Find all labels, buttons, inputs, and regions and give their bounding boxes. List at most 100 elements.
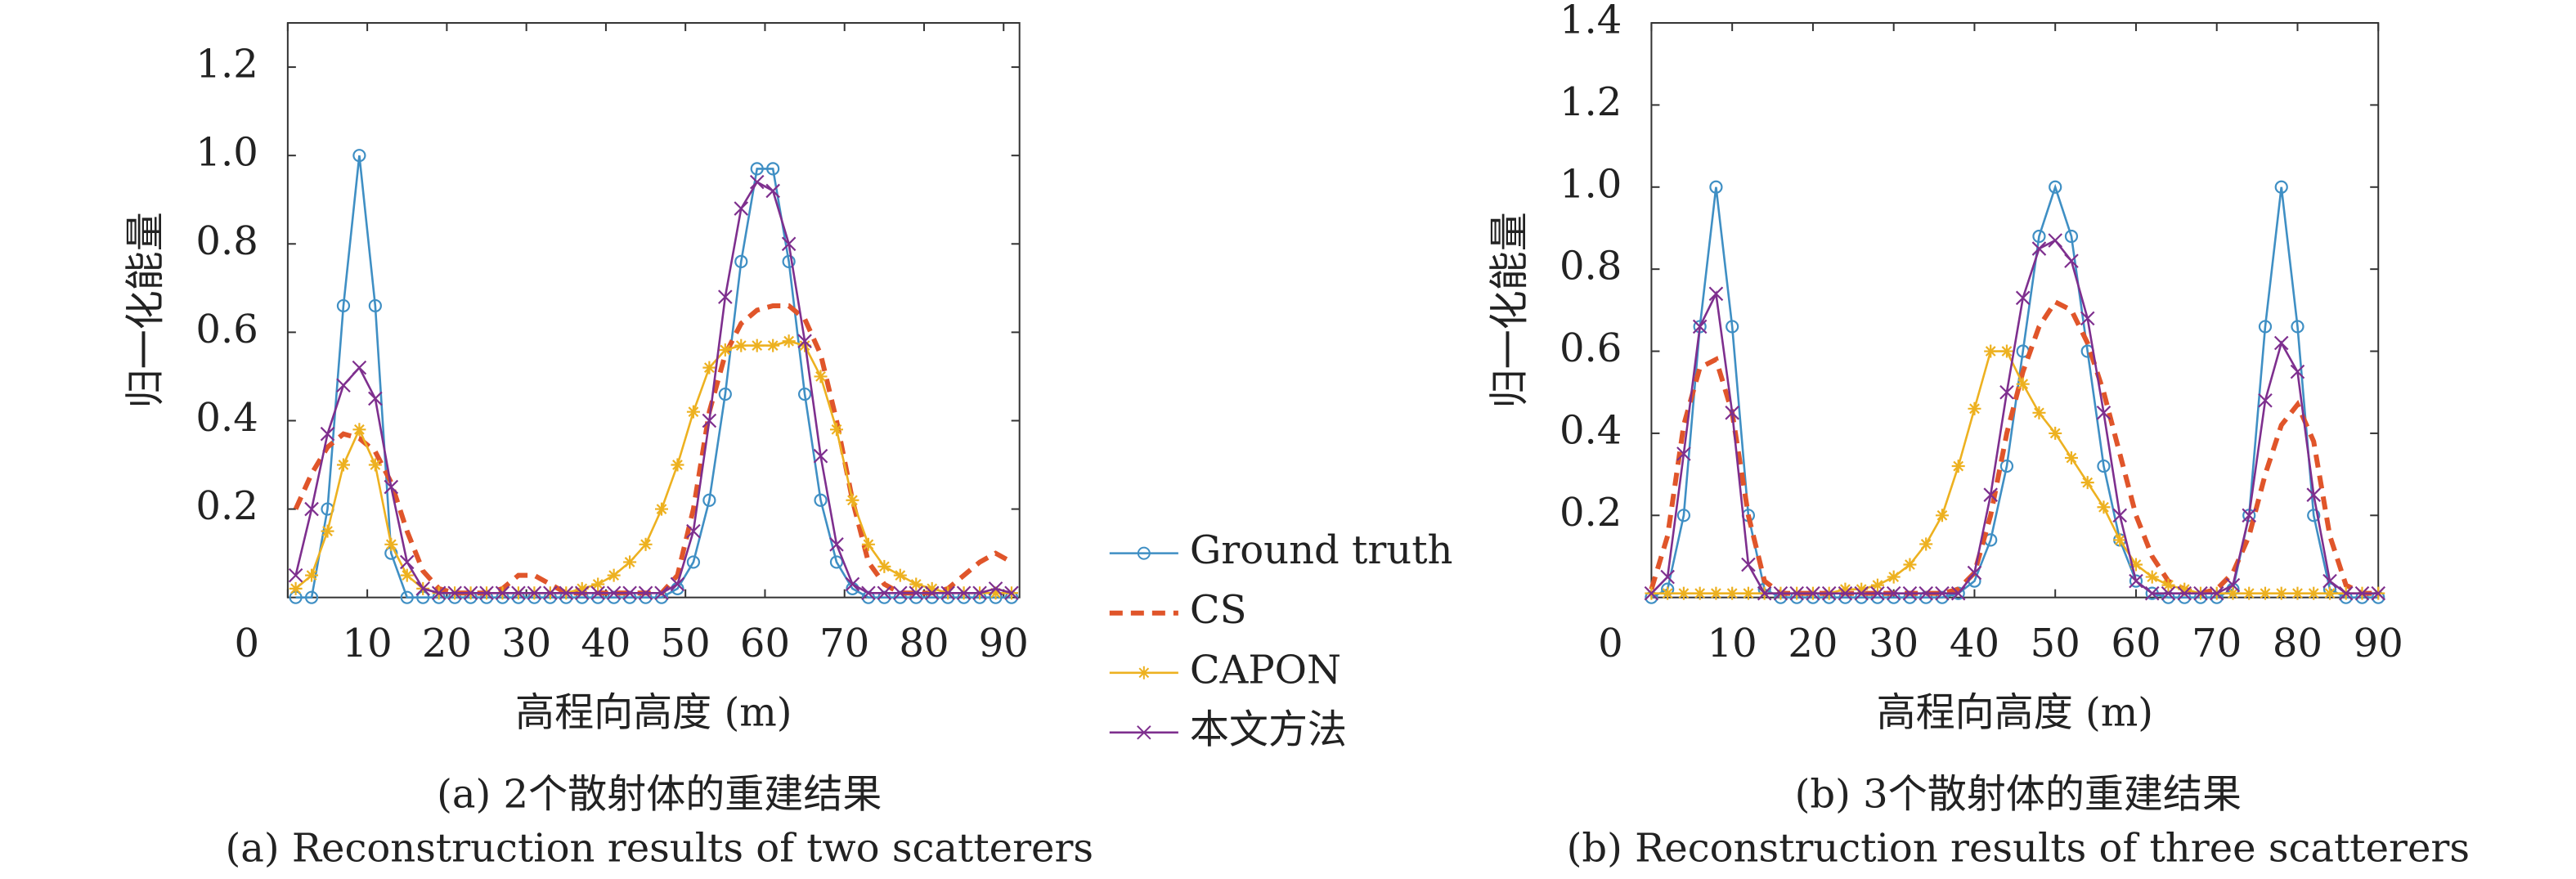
marker (893, 568, 907, 582)
marker (861, 590, 875, 604)
marker (989, 586, 1003, 600)
y-tick-label: 0.2 (1560, 490, 1622, 536)
marker (2273, 335, 2289, 351)
x-tick-label: 70 (819, 621, 869, 666)
x-tick-label: 20 (422, 621, 472, 666)
marker (1870, 585, 1885, 601)
marker (829, 537, 844, 552)
marker (734, 254, 748, 269)
marker (893, 590, 907, 604)
marker (2064, 253, 2079, 268)
caption: (b) 3个散射体的重建结果 (1795, 771, 2242, 817)
marker (2226, 586, 2240, 600)
marker (814, 493, 828, 507)
marker (1726, 586, 1739, 600)
marker (734, 201, 749, 216)
marker (1708, 286, 1724, 302)
marker (2113, 533, 2127, 547)
caption-en: (b) Reconstruction results of three scat… (1567, 825, 2470, 871)
x-tick-label: 20 (1788, 621, 1838, 666)
marker (590, 585, 605, 601)
marker (1887, 570, 1901, 584)
series-line (1649, 298, 2379, 596)
y-tick-label: 0.6 (1560, 325, 1622, 371)
marker (718, 343, 732, 357)
marker (2258, 586, 2272, 600)
marker (368, 391, 383, 406)
marker (2371, 585, 2386, 601)
marker (813, 448, 828, 464)
marker (654, 585, 669, 601)
x-tick-label: 0 (235, 621, 260, 666)
marker (495, 585, 510, 601)
marker (1757, 585, 1772, 601)
marker (575, 581, 589, 595)
marker (1709, 586, 1723, 600)
marker (2016, 377, 2030, 391)
marker (2064, 451, 2078, 465)
marker (607, 590, 621, 604)
marker (1693, 586, 1707, 600)
marker (686, 405, 700, 419)
marker (2225, 577, 2241, 593)
marker (2274, 180, 2288, 194)
marker (415, 581, 430, 596)
marker (781, 236, 797, 252)
marker (622, 585, 637, 601)
marker (1935, 585, 1950, 601)
marker (559, 585, 574, 601)
series-line (293, 303, 1013, 596)
marker (2242, 586, 2256, 600)
marker (702, 413, 717, 428)
series-line (294, 339, 1012, 594)
x-tick-label: 30 (1869, 621, 1919, 666)
marker (1676, 446, 1691, 461)
marker (1919, 585, 1933, 601)
y-tick-label: 0.4 (1560, 407, 1622, 453)
x-tick-label: 80 (899, 621, 949, 666)
caption: (a) 2个散射体的重建结果 (437, 771, 882, 817)
marker (431, 585, 447, 601)
x-tick-label: 80 (2273, 621, 2322, 666)
y-axis-label: 归一化能量 (1487, 212, 1533, 408)
marker (2291, 320, 2304, 334)
y-tick-label: 0.8 (1560, 244, 1622, 289)
marker (1661, 586, 1675, 600)
marker (527, 585, 542, 601)
marker (893, 585, 908, 601)
marker (749, 174, 765, 190)
marker (447, 585, 462, 601)
x-tick-label: 0 (1598, 621, 1623, 666)
marker (1644, 585, 1659, 601)
x-tick-label: 10 (1708, 621, 1757, 666)
marker (797, 334, 812, 348)
marker (400, 568, 414, 582)
marker (814, 370, 828, 383)
marker (1903, 558, 1917, 572)
marker (2258, 392, 2273, 408)
marker (654, 502, 669, 516)
marker (782, 254, 796, 269)
marker (2274, 586, 2288, 600)
marker (1676, 586, 1690, 600)
y-tick-label: 0.8 (195, 218, 258, 264)
marker (2258, 320, 2273, 334)
marker (956, 585, 972, 601)
marker (1919, 537, 1933, 551)
marker (1004, 585, 1019, 601)
marker (1838, 582, 1852, 596)
marker (2049, 180, 2062, 194)
series-line (1650, 183, 2379, 599)
caption-en: (a) Reconstruction results of two scatte… (225, 825, 1093, 871)
marker (925, 581, 939, 595)
marker (2032, 406, 2046, 419)
y-axis-label: 归一化能量 (123, 212, 168, 408)
marker (2338, 585, 2354, 601)
x-tick-label: 50 (2031, 621, 2080, 666)
y-tick-label: 1.0 (195, 130, 258, 176)
marker (718, 289, 733, 304)
marker (765, 183, 780, 199)
marker (639, 537, 653, 551)
marker (750, 162, 764, 176)
